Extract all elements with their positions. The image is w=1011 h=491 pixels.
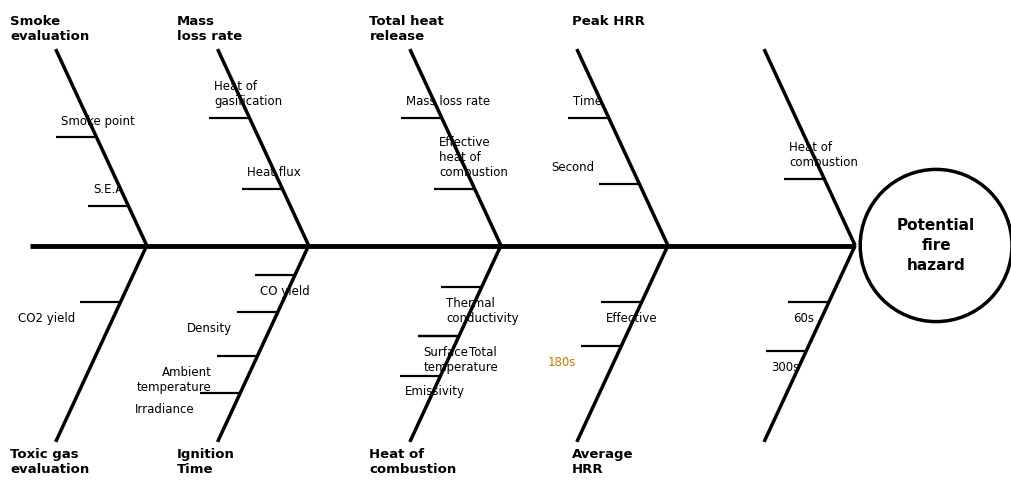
Ellipse shape xyxy=(859,169,1011,322)
Text: Heat of
combustion: Heat of combustion xyxy=(789,141,857,169)
Text: CO yield: CO yield xyxy=(259,285,309,298)
Text: 300s: 300s xyxy=(770,361,799,374)
Text: 60s: 60s xyxy=(793,312,814,325)
Text: Toxic gas
evaluation: Toxic gas evaluation xyxy=(10,448,89,476)
Text: 180s: 180s xyxy=(547,356,575,369)
Text: Mass
loss rate: Mass loss rate xyxy=(177,15,242,43)
Text: Potential
fire
hazard: Potential fire hazard xyxy=(896,218,975,273)
Text: Emissivity: Emissivity xyxy=(404,385,465,398)
Text: Surface
temperature: Surface temperature xyxy=(423,346,497,374)
Text: Thermal
conductivity: Thermal conductivity xyxy=(446,297,519,325)
Text: Ambient
temperature: Ambient temperature xyxy=(137,366,211,394)
Text: Irradiance: Irradiance xyxy=(135,403,194,415)
Text: Heat of
combustion: Heat of combustion xyxy=(369,448,456,476)
Text: Second: Second xyxy=(550,162,593,174)
Text: Total heat
release: Total heat release xyxy=(369,15,444,43)
Text: Average
HRR: Average HRR xyxy=(571,448,633,476)
Text: Effective: Effective xyxy=(606,312,657,325)
Text: Mass loss rate: Mass loss rate xyxy=(406,95,490,108)
Text: Heat of
gasification: Heat of gasification xyxy=(214,80,282,108)
Text: Heat flux: Heat flux xyxy=(247,166,300,179)
Text: Total: Total xyxy=(468,346,496,359)
Text: Smoke
evaluation: Smoke evaluation xyxy=(10,15,89,43)
Text: Time: Time xyxy=(572,95,602,108)
Text: Smoke point: Smoke point xyxy=(61,115,134,128)
Text: Ignition
Time: Ignition Time xyxy=(177,448,235,476)
Text: Peak HRR: Peak HRR xyxy=(571,15,644,27)
Text: CO2 yield: CO2 yield xyxy=(18,312,75,325)
Text: Density: Density xyxy=(187,322,233,334)
Text: Effective
heat of
combustion: Effective heat of combustion xyxy=(439,136,508,179)
Text: S.E.A: S.E.A xyxy=(93,184,123,196)
